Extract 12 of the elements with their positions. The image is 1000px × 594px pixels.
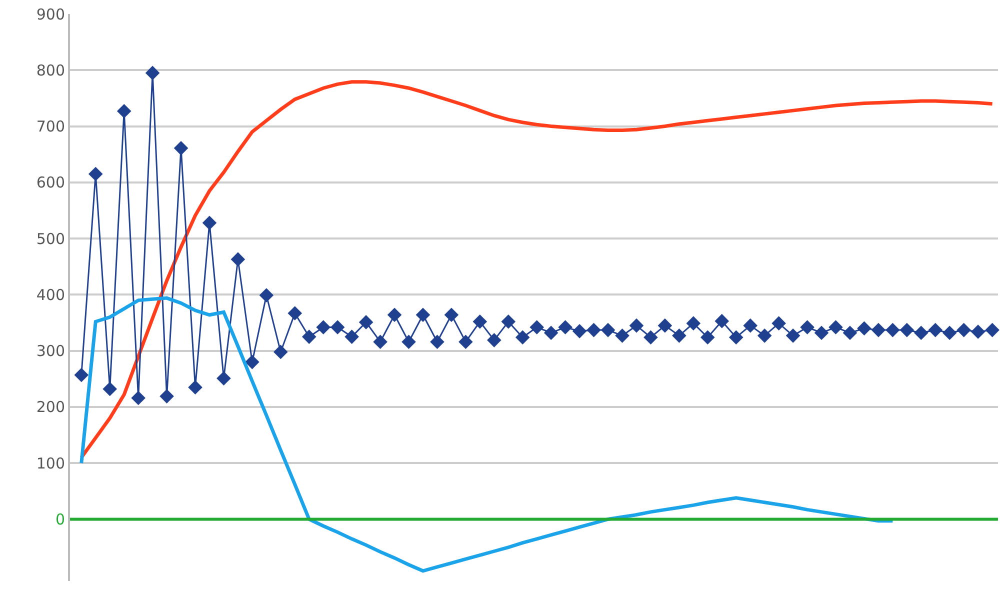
y-tick-label: 700 (36, 118, 65, 136)
y-tick-label: 300 (36, 342, 65, 360)
y-tick-label: 600 (36, 174, 65, 192)
y-tick-label: 100 (36, 454, 65, 472)
y-tick-label: 900 (36, 5, 65, 24)
y-tick-label: 800 (36, 61, 65, 80)
y-tick-label: 500 (36, 230, 65, 248)
y-tick-label: 400 (36, 286, 65, 304)
y-tick-label: 200 (36, 398, 65, 416)
line-series (80, 296, 894, 573)
y-tick-label: 0 (55, 510, 65, 528)
line-series (80, 80, 994, 460)
